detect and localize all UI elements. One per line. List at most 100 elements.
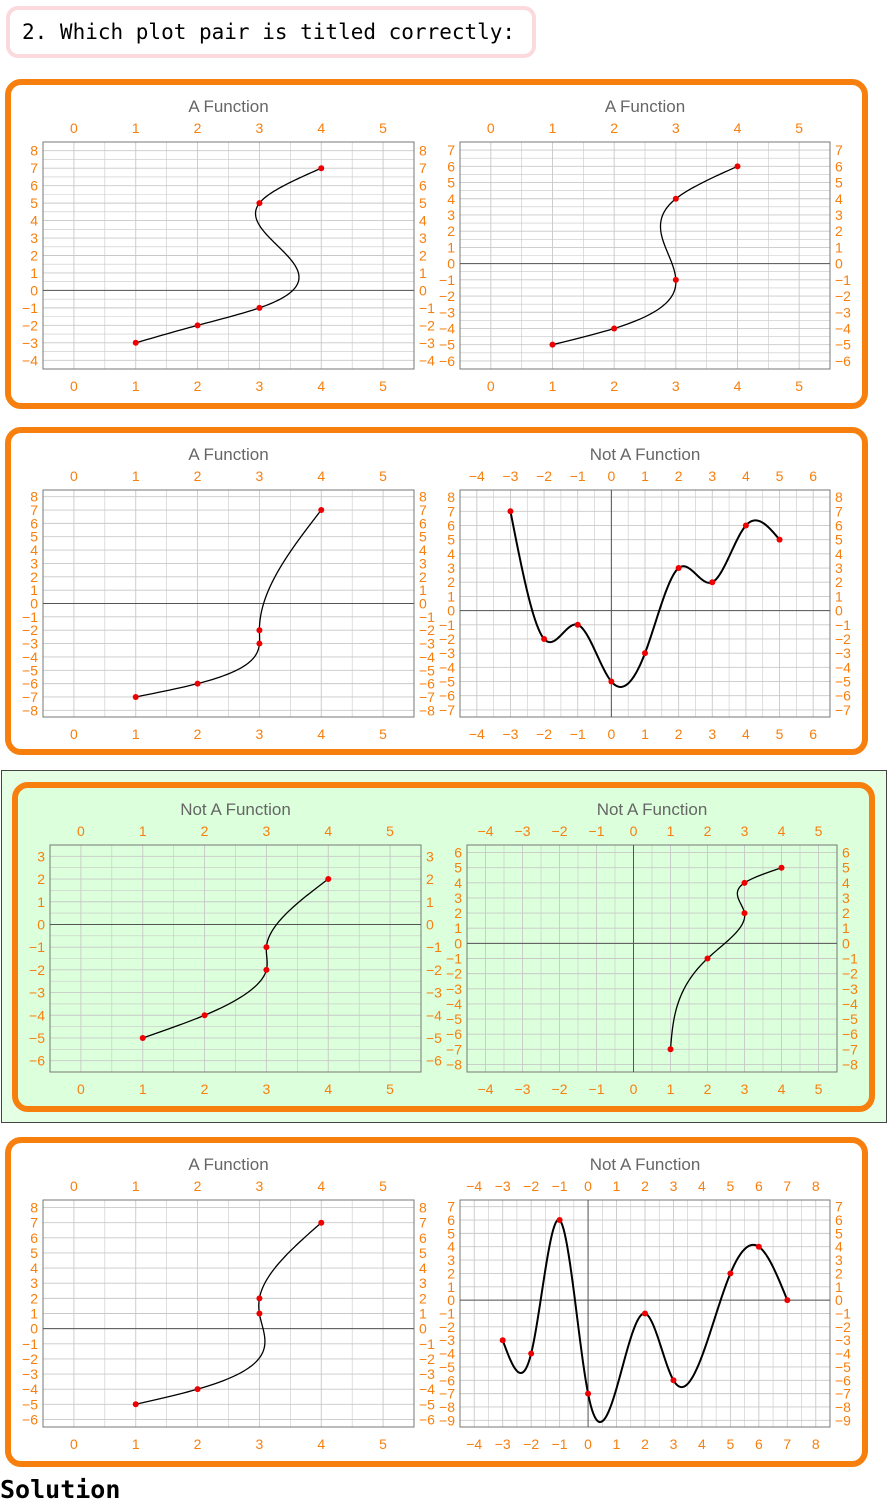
option-2-left-ytick-right: −7 xyxy=(419,689,435,705)
option-4-left-point-2 xyxy=(194,1386,201,1393)
option-4-left-ytick-right: −6 xyxy=(419,1411,435,1427)
option-1-left-xtick-top: 5 xyxy=(379,120,387,136)
option-2-right-xtick-bottom: 0 xyxy=(607,726,615,742)
option-4-right-xtick-bottom: 3 xyxy=(670,1436,678,1452)
option-3-left-xtick-top: 1 xyxy=(139,823,147,839)
option-3-left-xtick-top: 3 xyxy=(263,823,271,839)
option-3-left-ytick-right: −1 xyxy=(426,939,442,955)
option-3-right-xtick-bottom: 4 xyxy=(778,1081,786,1097)
option-4-left-ytick-right: 4 xyxy=(419,1260,427,1276)
option-4-left-xtick-top: 3 xyxy=(256,1178,264,1194)
option-1-left-point-4 xyxy=(256,200,263,207)
option-1-left-xtick-top: 2 xyxy=(194,120,202,136)
option-2-left-ytick-left: −1 xyxy=(22,609,38,625)
option-1-right-curve xyxy=(552,165,738,346)
option-3-right-xtick-top: −4 xyxy=(478,823,494,839)
option-3-right-ytick-left: −8 xyxy=(446,1056,462,1072)
option-1-left-ytick-left: 0 xyxy=(30,282,38,298)
option-4-right-xtick-top: 2 xyxy=(641,1178,649,1194)
option-1-left-ytick-right: 1 xyxy=(419,265,427,281)
option-4-left-xtick-top: 1 xyxy=(132,1178,140,1194)
option-1-left-ytick-right: 4 xyxy=(419,213,427,229)
option-1-left-ytick-right: −4 xyxy=(419,352,435,368)
option-2-left-ytick-right: 2 xyxy=(419,569,427,585)
option-1-right-ytick-left: 5 xyxy=(447,175,455,191)
option-3-left-ytick-left: −3 xyxy=(29,985,45,1001)
option-4-right-ytick-right: 1 xyxy=(835,1279,843,1295)
option-2-right-point-1 xyxy=(507,508,514,515)
option-4-left-ytick-left: −3 xyxy=(22,1366,38,1382)
option-3-left-xtick-bottom: 5 xyxy=(386,1081,394,1097)
option-2-right-ytick-right: −3 xyxy=(835,645,851,661)
option-1-left-ytick-right: −3 xyxy=(419,335,435,351)
option-2-left-ytick-left: 5 xyxy=(30,529,38,545)
option-3-right-ytick-right: 3 xyxy=(842,890,850,906)
option-2-right-ytick-right: 1 xyxy=(835,588,843,604)
option-2-right-point-9 xyxy=(776,536,783,543)
option-3-left-ytick-left: −5 xyxy=(29,1030,45,1046)
option-4-right-xtick-top: 7 xyxy=(783,1178,791,1194)
option-panel-3[interactable] xyxy=(12,782,875,1112)
option-4-right-ytick-right: −5 xyxy=(835,1359,851,1375)
option-4-right-ytick-right: 2 xyxy=(835,1265,843,1281)
option-2-right-xtick-top: 1 xyxy=(641,468,649,484)
option-2-left-ytick-left: 1 xyxy=(30,582,38,598)
option-panel-1[interactable] xyxy=(5,79,868,409)
option-2-right-point-5 xyxy=(642,650,648,657)
option-4-right-ytick-right: −8 xyxy=(835,1399,851,1415)
option-3-right-ytick-right: −2 xyxy=(842,966,858,982)
option-3-right-point-5 xyxy=(778,864,785,871)
option-3-right-ytick-right: 5 xyxy=(842,860,850,876)
option-1-left-ytick-left: 7 xyxy=(30,160,38,176)
option-2-left-ytick-left: 7 xyxy=(30,502,38,518)
option-4-right-ytick-left: 4 xyxy=(447,1239,455,1255)
option-2-right-point-2 xyxy=(541,635,548,642)
option-1-right-xtick-bottom: 3 xyxy=(672,378,680,394)
option-3-left-frame xyxy=(49,844,422,1073)
option-4-left-ytick-left: −5 xyxy=(22,1396,38,1412)
option-4-right-ytick-right: −1 xyxy=(835,1306,851,1322)
option-2-right-ytick-right: 8 xyxy=(835,489,843,505)
option-4-right-ytick-left: 0 xyxy=(447,1292,455,1308)
option-1-left-ytick-right: 2 xyxy=(419,248,427,264)
option-3-right-ytick-left: 6 xyxy=(454,845,462,861)
option-2-left-xtick-bottom: 2 xyxy=(194,726,202,742)
option-4-left-ytick-left: 8 xyxy=(30,1200,38,1216)
option-3-right-xtick-top: 3 xyxy=(741,823,749,839)
option-2-left-ytick-right: 1 xyxy=(419,582,427,598)
option-1-right-ytick-right: −1 xyxy=(835,272,851,288)
option-2-right-ytick-left: −6 xyxy=(439,688,455,704)
option-2-left-ytick-right: −6 xyxy=(419,676,435,692)
option-4-left-ytick-right: 6 xyxy=(419,1230,427,1246)
option-3-right-xtick-top: −3 xyxy=(515,823,531,839)
option-2-left-xtick-top: 3 xyxy=(256,468,264,484)
option-3-right-ytick-left: 0 xyxy=(454,935,462,951)
option-1-right-ytick-right: 4 xyxy=(835,191,843,207)
option-2-left-ytick-right: −4 xyxy=(419,649,435,665)
option-panel-4[interactable] xyxy=(5,1137,868,1467)
option-panel-2[interactable] xyxy=(5,427,868,755)
option-4-right-ytick-right: 3 xyxy=(835,1252,843,1268)
solution-heading: Solution xyxy=(0,1475,121,1504)
option-3-right-xtick-top: 4 xyxy=(778,823,786,839)
option-3-right-ytick-right: −4 xyxy=(842,996,858,1012)
option-1-left-ytick-left: −2 xyxy=(22,317,38,333)
option-4-right-plot: Not A Function−4−4−3−3−2−2−1−10011223344… xyxy=(439,1155,851,1452)
option-3-left-ytick-right: −2 xyxy=(426,962,442,978)
option-3-right-ytick-left: 1 xyxy=(454,920,462,936)
option-3-right-ytick-right: −7 xyxy=(842,1041,858,1057)
option-4-right-xtick-bottom: −1 xyxy=(552,1436,568,1452)
option-3-right-ytick-left: −1 xyxy=(446,951,462,967)
option-2-right-ytick-right: 6 xyxy=(835,517,843,533)
option-3-right-ytick-left: 2 xyxy=(454,905,462,921)
option-2-left-ytick-left: 2 xyxy=(30,569,38,585)
option-1-right-point-5 xyxy=(734,163,741,170)
option-3-right-ytick-left: 4 xyxy=(454,875,462,891)
option-3-left-ytick-left: −6 xyxy=(29,1053,45,1069)
option-1-right-ytick-right: −2 xyxy=(835,288,851,304)
option-3-left-ytick-left: −4 xyxy=(29,1007,45,1023)
option-1-left-title: A Function xyxy=(188,97,268,116)
option-4-left-xtick-bottom: 3 xyxy=(256,1436,264,1452)
